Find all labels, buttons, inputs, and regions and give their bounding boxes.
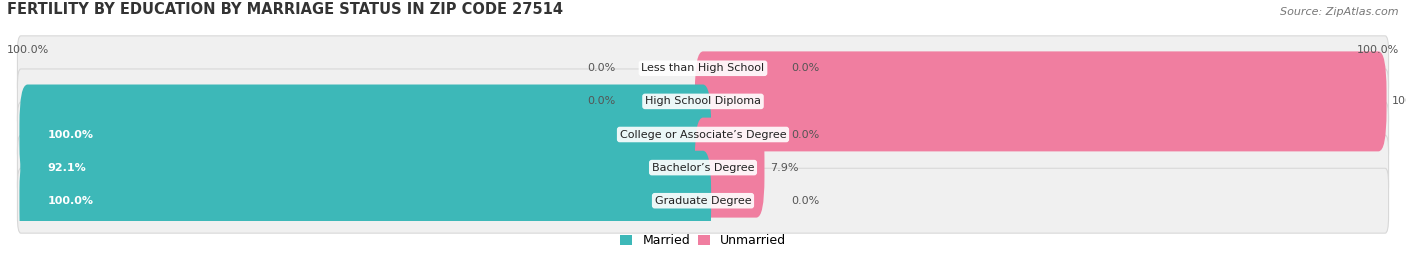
Text: 100.0%: 100.0% <box>7 45 49 55</box>
Text: 0.0%: 0.0% <box>790 129 820 140</box>
FancyBboxPatch shape <box>17 69 1389 134</box>
Legend: Married, Unmarried: Married, Unmarried <box>614 229 792 252</box>
FancyBboxPatch shape <box>695 51 1386 151</box>
Text: FERTILITY BY EDUCATION BY MARRIAGE STATUS IN ZIP CODE 27514: FERTILITY BY EDUCATION BY MARRIAGE STATU… <box>7 2 564 17</box>
Text: 92.1%: 92.1% <box>48 162 87 173</box>
FancyBboxPatch shape <box>73 118 711 218</box>
FancyBboxPatch shape <box>695 118 765 218</box>
Text: Source: ZipAtlas.com: Source: ZipAtlas.com <box>1281 8 1399 17</box>
Text: Bachelor’s Degree: Bachelor’s Degree <box>652 162 754 173</box>
Text: 7.9%: 7.9% <box>770 162 799 173</box>
Text: Graduate Degree: Graduate Degree <box>655 196 751 206</box>
Text: 100.0%: 100.0% <box>1392 96 1406 107</box>
FancyBboxPatch shape <box>17 135 1389 200</box>
Text: 100.0%: 100.0% <box>48 196 94 206</box>
FancyBboxPatch shape <box>17 168 1389 233</box>
Text: 0.0%: 0.0% <box>586 96 616 107</box>
FancyBboxPatch shape <box>17 102 1389 167</box>
Text: High School Diploma: High School Diploma <box>645 96 761 107</box>
FancyBboxPatch shape <box>17 36 1389 101</box>
Text: College or Associate’s Degree: College or Associate’s Degree <box>620 129 786 140</box>
Text: 100.0%: 100.0% <box>1357 45 1399 55</box>
Text: 100.0%: 100.0% <box>48 129 94 140</box>
FancyBboxPatch shape <box>20 84 711 185</box>
FancyBboxPatch shape <box>20 151 711 251</box>
Text: 0.0%: 0.0% <box>790 63 820 73</box>
Text: 0.0%: 0.0% <box>790 196 820 206</box>
Text: Less than High School: Less than High School <box>641 63 765 73</box>
Text: 0.0%: 0.0% <box>586 63 616 73</box>
